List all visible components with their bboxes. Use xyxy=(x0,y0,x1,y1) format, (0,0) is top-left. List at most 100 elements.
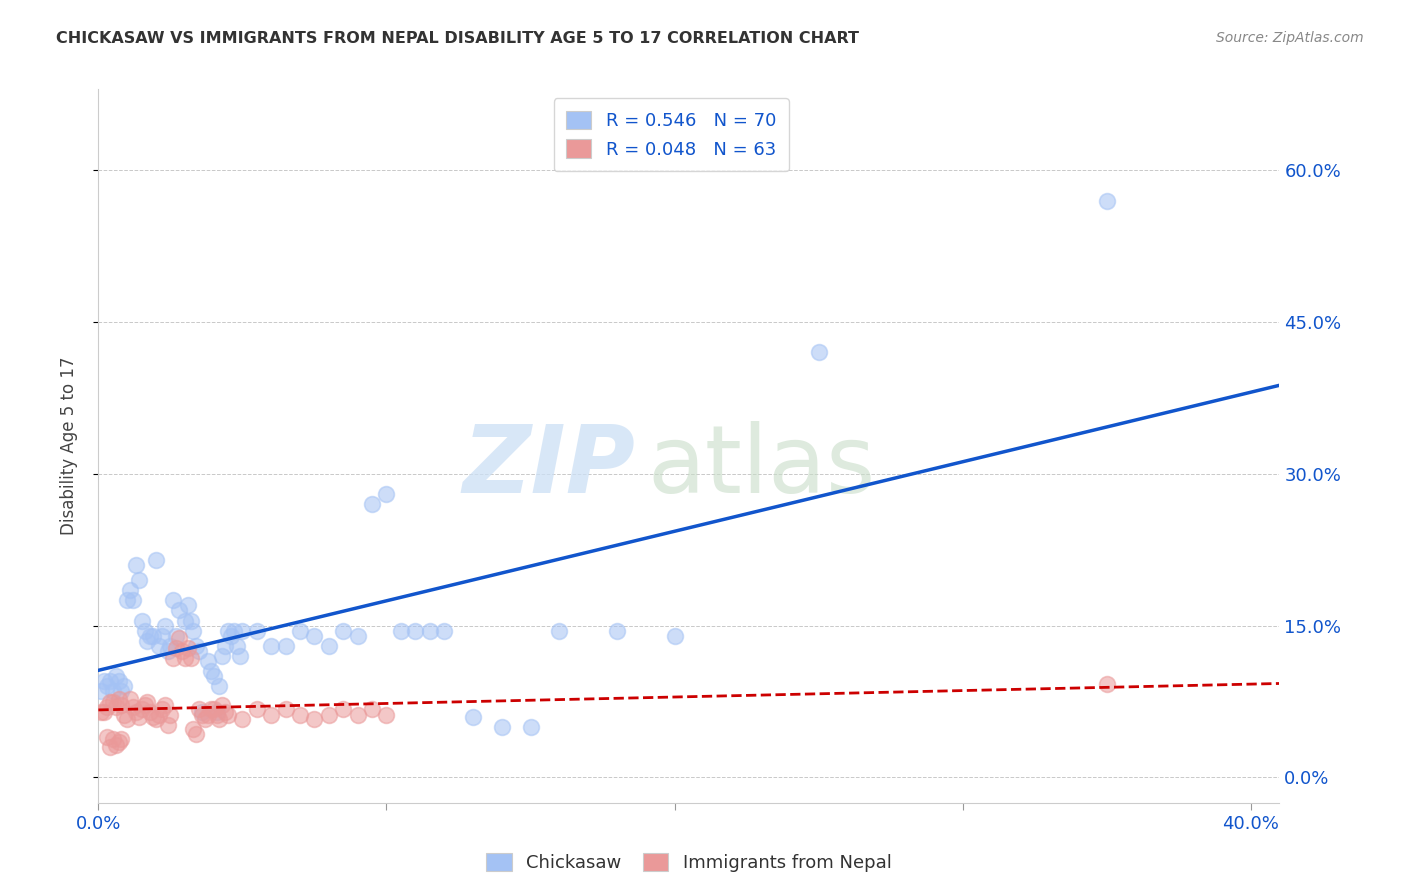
Point xyxy=(225,639,247,653)
Point xyxy=(173,651,195,665)
Point xyxy=(260,707,283,722)
Point xyxy=(183,722,205,736)
Point xyxy=(150,701,173,715)
Point xyxy=(389,624,412,638)
Point xyxy=(104,669,127,683)
Y-axis label: Disability Age 5 to 17: Disability Age 5 to 17 xyxy=(59,357,77,535)
Point xyxy=(120,691,142,706)
Point xyxy=(165,629,187,643)
Point xyxy=(274,639,297,653)
Point xyxy=(664,629,686,643)
Point xyxy=(208,712,231,726)
Point xyxy=(165,640,187,655)
Point xyxy=(162,651,184,665)
Point xyxy=(246,624,269,638)
Point xyxy=(191,705,214,719)
Point xyxy=(136,695,159,709)
Point xyxy=(120,583,142,598)
Point xyxy=(148,639,170,653)
Point xyxy=(142,629,165,643)
Point xyxy=(274,701,297,715)
Point xyxy=(491,720,513,734)
Point xyxy=(107,691,129,706)
Point xyxy=(231,712,253,726)
Point xyxy=(115,712,138,726)
Point xyxy=(211,648,233,663)
Point xyxy=(1095,194,1118,208)
Text: ZIP: ZIP xyxy=(463,421,636,514)
Point xyxy=(205,707,228,722)
Point xyxy=(361,701,384,715)
Point xyxy=(288,707,311,722)
Point xyxy=(375,487,398,501)
Point xyxy=(125,558,148,572)
Point xyxy=(90,684,112,698)
Point xyxy=(197,707,219,722)
Point xyxy=(186,639,208,653)
Point xyxy=(145,712,167,726)
Point xyxy=(167,603,190,617)
Point xyxy=(177,599,200,613)
Point xyxy=(214,705,236,719)
Point xyxy=(139,705,162,719)
Point xyxy=(107,735,129,749)
Point xyxy=(606,624,628,638)
Point xyxy=(219,629,242,643)
Point xyxy=(433,624,456,638)
Point xyxy=(156,644,179,658)
Point xyxy=(197,654,219,668)
Point xyxy=(128,710,150,724)
Point xyxy=(101,732,124,747)
Point xyxy=(191,707,214,722)
Point xyxy=(136,633,159,648)
Text: atlas: atlas xyxy=(648,421,876,514)
Point xyxy=(205,705,228,719)
Point xyxy=(122,699,145,714)
Point xyxy=(548,624,571,638)
Point xyxy=(162,593,184,607)
Point xyxy=(208,680,231,694)
Point xyxy=(1095,677,1118,691)
Point xyxy=(159,639,181,653)
Point xyxy=(318,707,340,722)
Point xyxy=(134,624,156,638)
Point xyxy=(153,618,176,632)
Point xyxy=(110,698,132,712)
Point xyxy=(125,705,148,719)
Point xyxy=(186,727,208,741)
Point xyxy=(304,629,326,643)
Point xyxy=(304,712,326,726)
Point xyxy=(98,674,121,689)
Point xyxy=(519,720,541,734)
Point xyxy=(346,707,368,722)
Point xyxy=(101,684,124,698)
Point xyxy=(346,629,368,643)
Point xyxy=(177,640,200,655)
Point xyxy=(180,651,202,665)
Point xyxy=(214,639,236,653)
Point xyxy=(419,624,441,638)
Point xyxy=(115,593,138,607)
Point xyxy=(112,680,135,694)
Point xyxy=(96,699,118,714)
Point xyxy=(173,614,195,628)
Point xyxy=(332,624,354,638)
Point xyxy=(217,707,239,722)
Point xyxy=(231,624,253,638)
Point xyxy=(202,701,225,715)
Point xyxy=(122,593,145,607)
Point xyxy=(159,707,181,722)
Point xyxy=(260,639,283,653)
Point xyxy=(188,644,211,658)
Text: CHICKASAW VS IMMIGRANTS FROM NEPAL DISABILITY AGE 5 TO 17 CORRELATION CHART: CHICKASAW VS IMMIGRANTS FROM NEPAL DISAB… xyxy=(56,31,859,46)
Point xyxy=(153,698,176,712)
Point xyxy=(217,624,239,638)
Point xyxy=(134,698,156,712)
Point xyxy=(188,701,211,715)
Text: Source: ZipAtlas.com: Source: ZipAtlas.com xyxy=(1216,31,1364,45)
Point xyxy=(202,669,225,683)
Point xyxy=(288,624,311,638)
Point xyxy=(318,639,340,653)
Point xyxy=(101,695,124,709)
Point xyxy=(145,553,167,567)
